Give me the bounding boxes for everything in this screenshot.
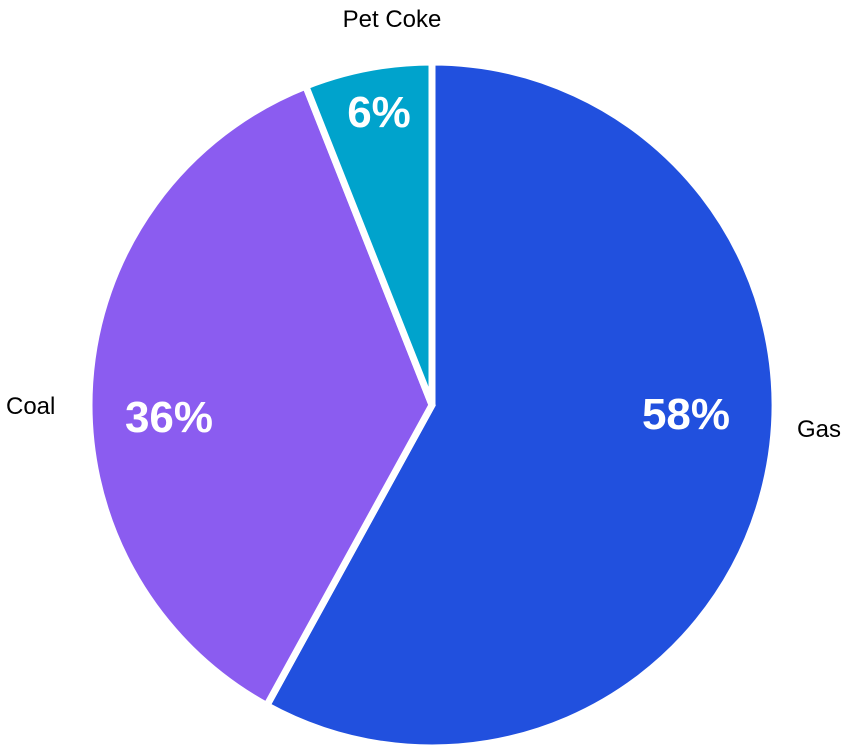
slice-category-label-gas: Gas <box>797 416 841 443</box>
slice-value-label-gas: 58% <box>642 390 730 439</box>
slice-value-label-pet-coke: 6% <box>347 88 411 137</box>
slice-category-label-coal: Coal <box>6 393 55 420</box>
pie-slices <box>85 58 779 747</box>
slice-value-label-coal: 36% <box>125 393 213 442</box>
pie-labels: 58% Gas 36% Coal 6% Pet Coke <box>6 6 841 443</box>
pie-slice-pet-coke <box>301 58 436 407</box>
slice-category-label-pet-coke: Pet Coke <box>343 6 442 33</box>
pie-slice-coal <box>85 81 436 711</box>
pie-slice-gas <box>262 58 779 747</box>
